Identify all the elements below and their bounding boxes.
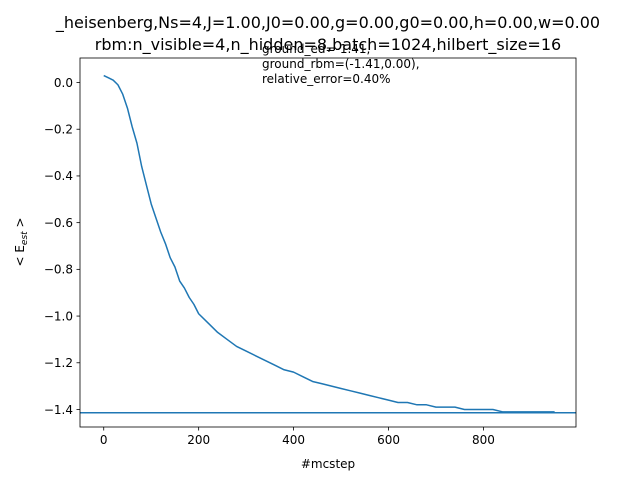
plot-area [80,58,576,427]
y-tick-label: −0.6 [44,216,73,230]
plot-background [80,58,576,427]
x-tick-label: 0 [100,433,108,447]
chart-title-line1: _heisenberg,Ns=4,J=1.00,J0=0.00,g=0.00,g… [55,13,600,33]
annotation-line2: ground_rbm=(-1.41,0.00), [262,57,420,71]
y-axis: 0.0 −0.2 −0.4 −0.6 −0.8 −1.0 −1.2 −1.4 [44,76,80,417]
annotation-line1: ground_ed=-1.41, [262,42,370,56]
series-line [103,74,555,413]
x-tick-label: 400 [282,433,305,447]
y-axis-label: < Eest > [13,217,30,266]
axes-frame [79,57,577,428]
data-layer [80,74,576,414]
y-axis-label-subscript: est [20,231,30,245]
y-tick-label: −1.4 [44,403,73,417]
y-tick-label: −0.2 [44,123,73,137]
x-tick-label: 600 [377,433,400,447]
y-axis-label-main: < E [13,245,27,266]
x-tick-label: 200 [187,433,210,447]
y-tick-label: −1.2 [44,356,73,370]
annotation-line3: relative_error=0.40% [262,72,391,86]
x-axis-label: #mcstep [301,457,355,471]
y-tick-label: 0.0 [54,76,73,90]
chart-title-line2: rbm:n_visible=4,n_hidden=8,batch=1024,hi… [95,35,561,55]
y-tick-label: −0.8 [44,263,73,277]
y-tick-label: −0.4 [44,169,73,183]
x-axis: 0 200 400 600 800 [100,427,495,447]
y-axis-label-close: > [13,217,27,231]
x-tick-label: 800 [472,433,495,447]
y-tick-label: −1.0 [44,309,73,323]
